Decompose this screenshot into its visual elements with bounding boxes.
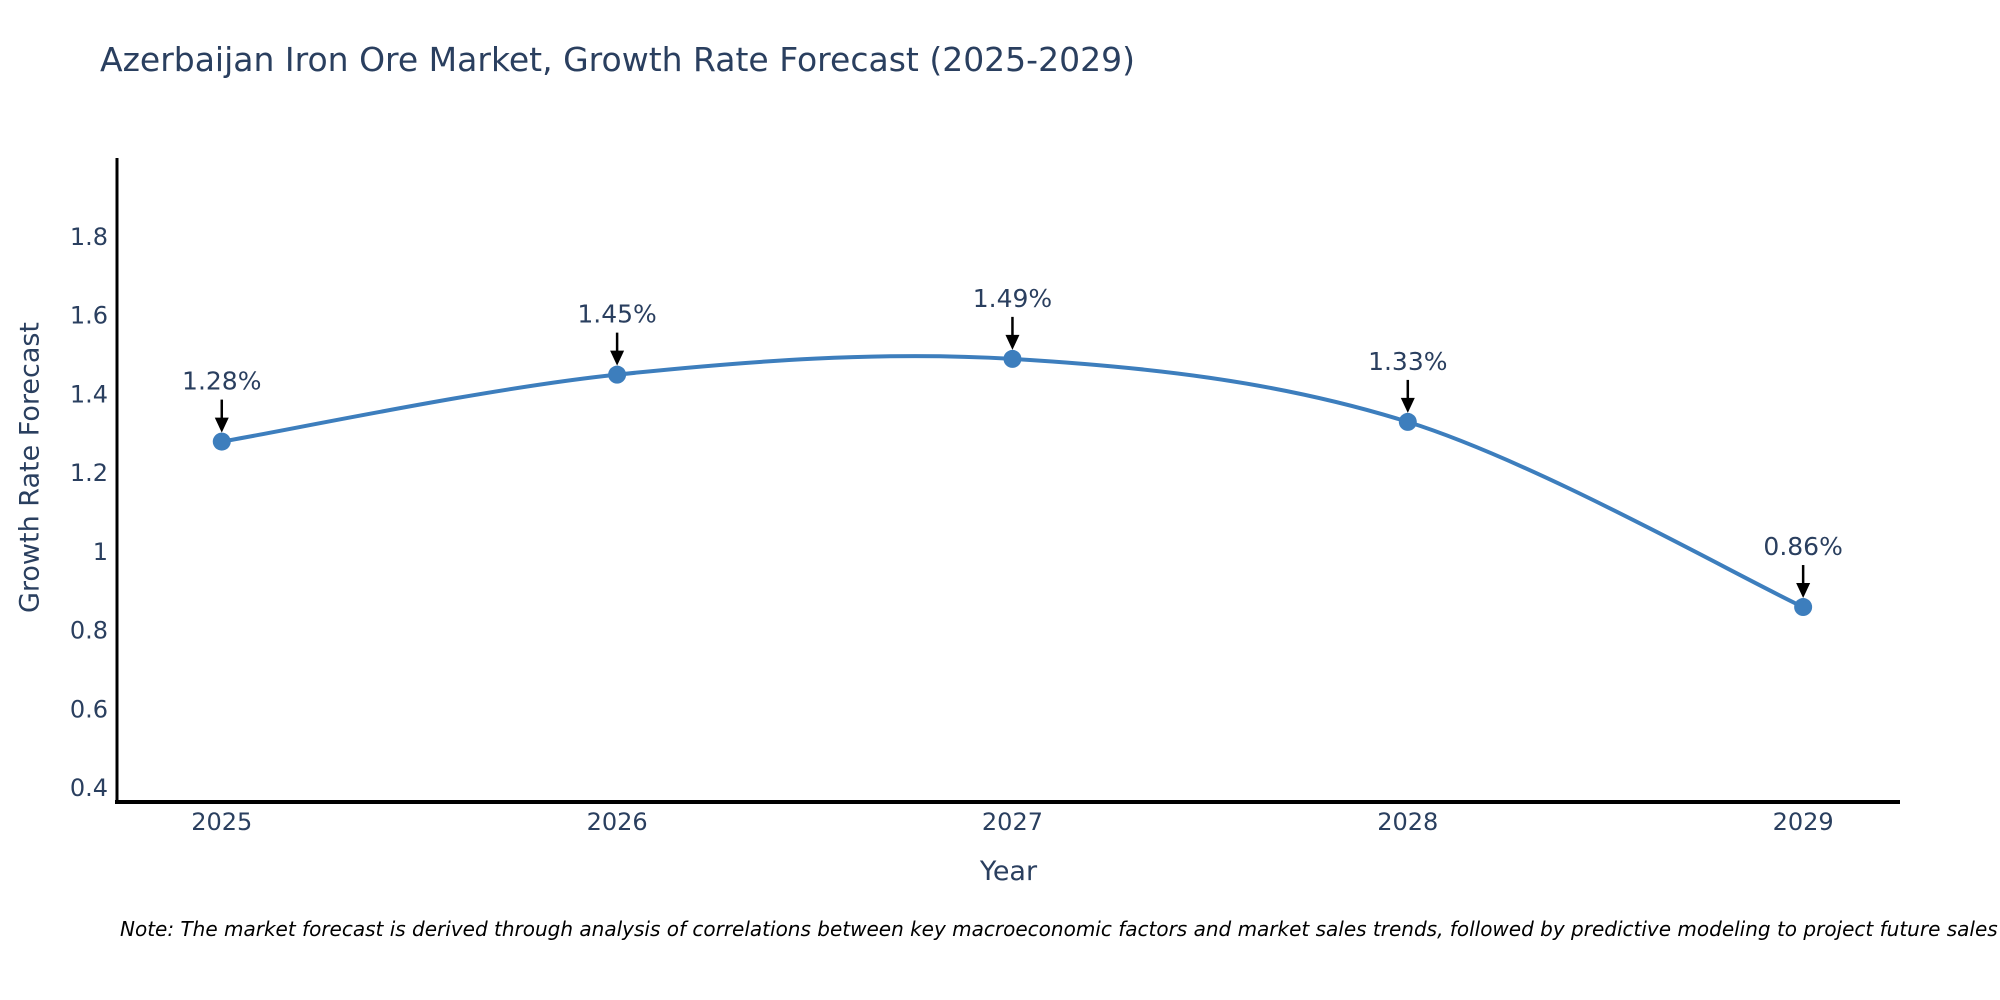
data-point[interactable] [608,365,627,384]
annotation-label: 1.49% [973,284,1052,313]
annotation-label: 1.28% [182,367,261,396]
y-tick-label: 1.8 [70,223,108,251]
trend-line [219,354,1806,610]
annotation-arrowhead-icon [1796,583,1811,599]
y-tick-label: 1.2 [70,459,108,487]
y-tick-label: 1.4 [70,380,108,408]
y-tick-label: 1.6 [70,302,108,330]
annotation-arrowhead-icon [1400,397,1415,413]
x-tick-label: 2027 [982,808,1043,836]
x-tick-label: 2026 [587,808,648,836]
annotation-label: 0.86% [1763,532,1842,561]
x-axis-title: Year [979,856,1038,887]
annotation-label: 1.45% [577,300,656,329]
data-point[interactable] [212,432,231,451]
x-tick-label: 2025 [191,808,252,836]
chart-title: Azerbaijan Iron Ore Market, Growth Rate … [100,40,1135,79]
annotation-arrowhead-icon [214,417,229,433]
data-point[interactable] [1003,349,1022,368]
x-tick-label: 2029 [1773,808,1834,836]
annotation-label: 1.33% [1368,347,1447,376]
y-tick-label: 0.4 [70,774,108,802]
footnote: Note: The market forecast is derived thr… [120,917,1998,941]
y-tick-label: 0.6 [70,695,108,723]
x-tick-label: 2028 [1377,808,1438,836]
data-point[interactable] [1398,412,1417,431]
data-point[interactable] [1794,598,1813,617]
y-tick-label: 0.8 [70,617,108,645]
y-tick-label: 1 [93,538,108,566]
annotation-arrowhead-icon [1005,334,1020,350]
annotation-arrowhead-icon [610,350,625,366]
